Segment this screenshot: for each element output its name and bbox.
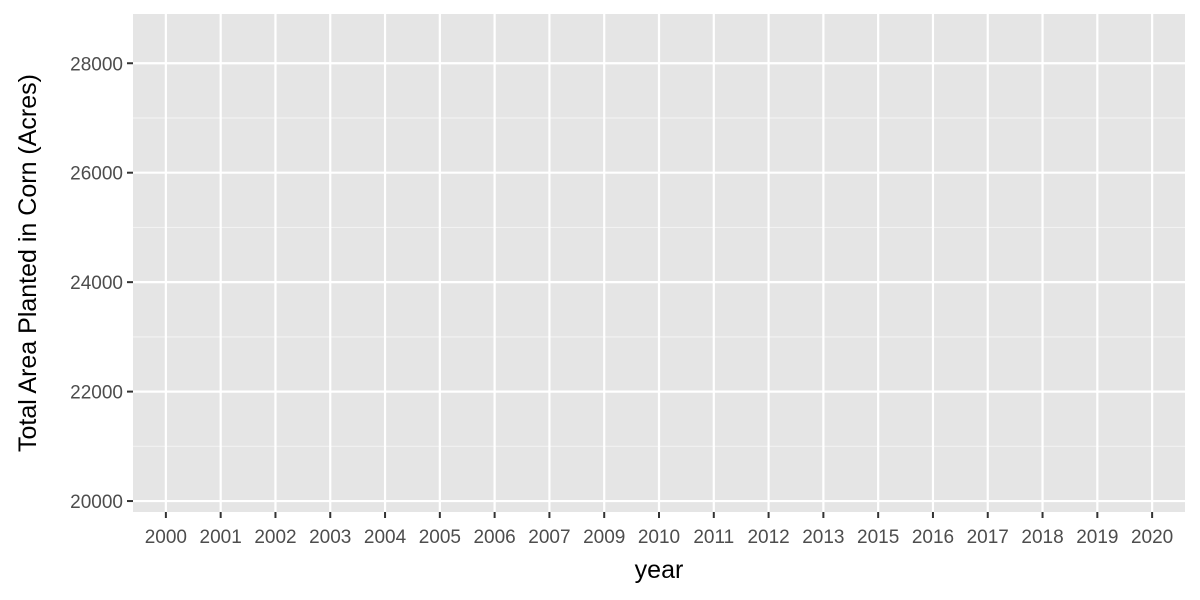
x-axis: 2000 2001 2002 2003 2004 2005 2006 2007 2009 2010…: [145, 512, 1173, 548]
y-tick-label: 22000: [70, 383, 123, 404]
x-tick-label: 2020: [1131, 527, 1173, 548]
x-tick-label: 2010: [638, 527, 680, 548]
y-axis: 20000 22000 24000 26000 28000: [70, 54, 133, 513]
x-axis-title: year: [635, 556, 684, 584]
x-tick-label: 2001: [200, 527, 242, 548]
x-tick-label: 2012: [747, 527, 789, 548]
x-tick-label: 2009: [583, 527, 625, 548]
x-tick-label: 2015: [857, 527, 899, 548]
x-tick-label: 2005: [419, 527, 461, 548]
x-tick-label: 2002: [254, 527, 296, 548]
x-tick-label: 2018: [1021, 527, 1063, 548]
y-tick-label: 24000: [70, 273, 123, 294]
x-tick-label: 2004: [364, 527, 407, 548]
x-tick-label: 2003: [309, 527, 351, 548]
y-axis-title: Total Area Planted in Corn (Acres): [14, 74, 42, 452]
major-gridlines: [133, 14, 1185, 512]
x-tick-label: 2007: [528, 527, 570, 548]
y-tick-label: 20000: [70, 492, 123, 513]
x-tick-label: 2000: [145, 527, 187, 548]
x-tick-label: 2013: [802, 527, 844, 548]
y-tick-label: 26000: [70, 164, 123, 185]
x-tick-label: 2019: [1076, 527, 1118, 548]
x-tick-label: 2016: [912, 527, 954, 548]
x-tick-label: 2006: [473, 527, 515, 548]
x-tick-label: 2011: [693, 527, 734, 548]
y-tick-label: 28000: [70, 54, 123, 75]
x-tick-label: 2017: [967, 527, 1009, 548]
